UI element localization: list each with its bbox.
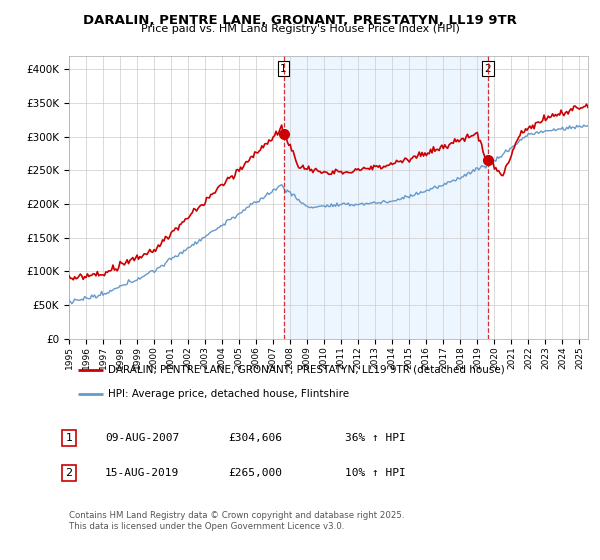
Text: DARALIN, PENTRE LANE, GRONANT, PRESTATYN, LL19 9TR: DARALIN, PENTRE LANE, GRONANT, PRESTATYN…: [83, 14, 517, 27]
Text: 2: 2: [65, 468, 73, 478]
Text: HPI: Average price, detached house, Flintshire: HPI: Average price, detached house, Flin…: [108, 389, 349, 399]
Text: DARALIN, PENTRE LANE, GRONANT, PRESTATYN, LL19 9TR (detached house): DARALIN, PENTRE LANE, GRONANT, PRESTATYN…: [108, 365, 505, 375]
Text: 1: 1: [65, 433, 73, 443]
Text: 36% ↑ HPI: 36% ↑ HPI: [345, 433, 406, 443]
Text: £265,000: £265,000: [228, 468, 282, 478]
Text: 1: 1: [280, 64, 287, 74]
Text: Contains HM Land Registry data © Crown copyright and database right 2025.
This d: Contains HM Land Registry data © Crown c…: [69, 511, 404, 531]
Text: 10% ↑ HPI: 10% ↑ HPI: [345, 468, 406, 478]
Text: 09-AUG-2007: 09-AUG-2007: [105, 433, 179, 443]
Text: Price paid vs. HM Land Registry's House Price Index (HPI): Price paid vs. HM Land Registry's House …: [140, 24, 460, 34]
Text: 15-AUG-2019: 15-AUG-2019: [105, 468, 179, 478]
Bar: [284, 56, 488, 339]
Text: 2: 2: [485, 64, 491, 74]
Text: £304,606: £304,606: [228, 433, 282, 443]
